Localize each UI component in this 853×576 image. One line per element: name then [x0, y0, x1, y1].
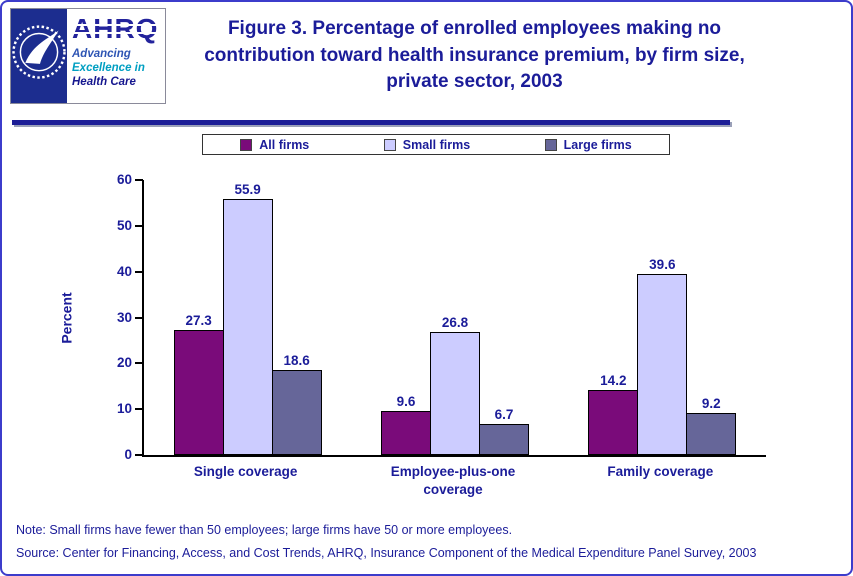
bar-large-firms: 9.2: [686, 396, 737, 455]
category-label: Employee-plus-one coverage: [390, 464, 516, 498]
bar-all-firms: 9.6: [380, 394, 431, 455]
source-text: Source: Center for Financing, Access, an…: [16, 546, 757, 560]
bar-value-label: 9.6: [396, 394, 416, 409]
y-tick-mark: [135, 454, 143, 456]
bar-value-label: 26.8: [441, 315, 469, 331]
bar-large-firms: 18.6: [271, 353, 322, 455]
y-tick-mark: [135, 316, 143, 319]
bar-all-firms: 27.3: [173, 313, 224, 455]
hhs-seal-icon: [11, 9, 67, 103]
ahrq-logo: AHRQ Advancing Excellence in Health Care: [10, 8, 166, 104]
y-tick-label: 0: [124, 447, 132, 462]
tagline-line-2: Excellence in: [72, 61, 145, 74]
legend-swatch: [240, 138, 253, 151]
bar-large-firms: 6.7: [478, 407, 529, 455]
bar-group: 9.6 26.8 6.7: [351, 180, 558, 455]
ahrq-tagline: Advancing Excellence in Health Care: [72, 48, 163, 89]
y-tick-label: 10: [116, 401, 132, 417]
legend-item: Small firms: [383, 137, 471, 152]
y-tick-label: 40: [116, 263, 132, 279]
legend-swatch: [544, 138, 557, 151]
header-divider: [12, 120, 730, 125]
y-tick-label: 60: [116, 172, 132, 187]
footer: Note: Small firms have fewer than 50 emp…: [16, 523, 756, 560]
legend-label: All firms: [259, 137, 310, 152]
category-label: Single coverage: [193, 464, 298, 479]
bar-small-firms: 55.9: [222, 182, 273, 455]
figure-title: Figure 3. Percentage of enrolled employe…: [204, 18, 745, 93]
y-tick-mark: [135, 362, 143, 365]
bar-small-firms: 26.8: [429, 315, 480, 455]
bar-value-label: 55.9: [234, 181, 261, 197]
y-axis-title-text: Percent: [59, 291, 76, 344]
y-axis-title: Percent: [54, 180, 80, 455]
bar-value-label: 14.2: [600, 372, 627, 388]
plot-area: 27.3 55.9 18.6 9.6 26.8 6.7 14.2 39.6 9.2: [135, 179, 766, 457]
bar-all-firms: 14.2: [588, 373, 639, 455]
legend-item: Large firms: [544, 137, 632, 152]
y-tick-mark: [135, 408, 143, 411]
bar-value-label: 18.6: [283, 352, 310, 368]
bar-chart: Percent 0 10 20 30 40 50 60 27.3 55.9 18.6 9.6 26.…: [2, 160, 851, 510]
y-tick-label: 20: [116, 355, 132, 371]
bar-value-label: 27.3: [185, 312, 212, 328]
legend-item: All firms: [240, 138, 309, 152]
legend-label: Small firms: [402, 137, 471, 152]
y-tick-label: 50: [116, 217, 132, 233]
y-tick-mark: [135, 270, 143, 273]
tagline-line-1: Advancing: [72, 48, 131, 60]
ahrq-acronym: AHRQ: [72, 13, 159, 44]
bar-small-firms: 39.6: [637, 257, 688, 455]
bar-group: 14.2 39.6 9.2: [559, 180, 766, 455]
legend-label: Large firms: [563, 137, 632, 152]
y-tick-label: 30: [116, 309, 132, 325]
ahrq-logo-text: AHRQ Advancing Excellence in Health Care: [67, 9, 165, 103]
category-label: Family coverage: [607, 464, 714, 479]
legend: All firms Small firms Large firms: [202, 134, 670, 155]
x-axis-labels: Single coverage Employee-plus-one coverag…: [142, 463, 764, 499]
bar-value-label: 6.7: [494, 407, 514, 423]
y-tick-mark: [135, 179, 143, 181]
y-axis-ticks: 0 10 20 30 40 50 60: [90, 172, 132, 462]
tagline-line-3: Health Care: [72, 75, 136, 88]
bar-value-label: 9.2: [701, 395, 721, 411]
y-tick-mark: [135, 224, 143, 227]
bar-value-label: 39.6: [649, 256, 676, 272]
bar-group: 27.3 55.9 18.6: [144, 180, 351, 455]
note-text: Note: Small firms have fewer than 50 emp…: [16, 523, 513, 537]
legend-swatch: [383, 138, 396, 151]
